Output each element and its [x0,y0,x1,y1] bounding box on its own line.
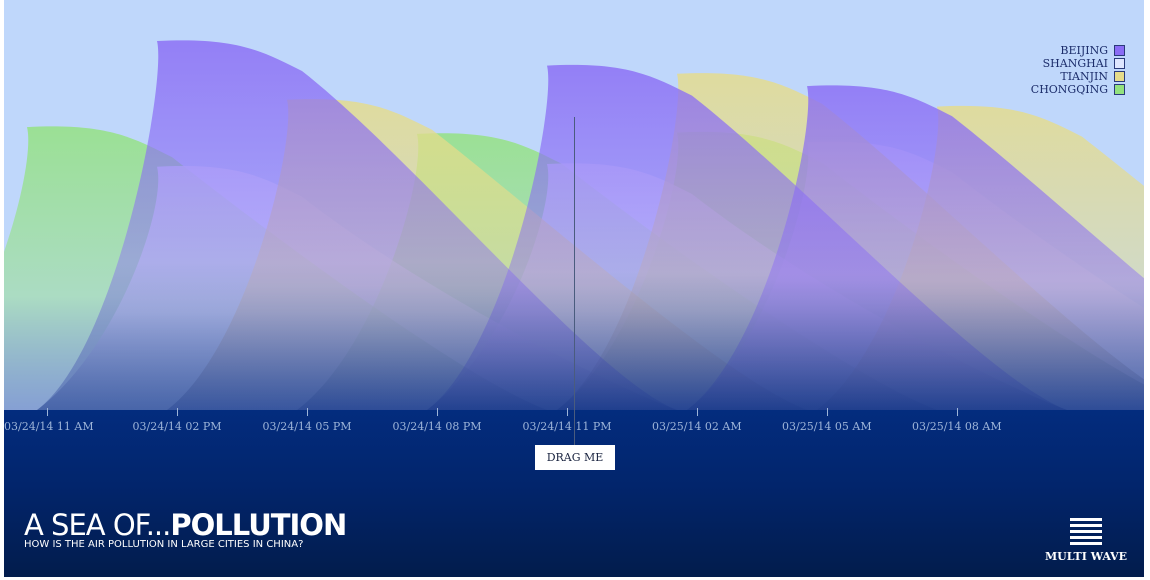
legend-label: TIANJIN [1060,70,1108,83]
multi-wave-button[interactable]: MULTI WAVE [1044,518,1128,563]
legend-label: CHONGQING [1030,83,1108,96]
legend-item-beijing[interactable]: BEIJING [1031,44,1125,57]
legend-item-tianjin[interactable]: TIANJIN [1031,70,1125,83]
axis-tick-label: 03/24/14 11 PM [522,420,612,433]
axis-tick-mark [697,408,698,416]
time-axis: 03/24/14 11 AM 03/24/14 02 PM 03/24/14 05 … [4,408,1144,438]
pollution-wave-chart [4,40,1144,410]
axis-tick-label: 03/24/14 05 PM [262,420,352,433]
axis-tick-label: 03/24/14 02 PM [132,420,222,433]
axis-tick-label: 03/25/14 05 AM [782,420,872,433]
multi-wave-label: MULTI WAVE [1044,550,1128,563]
axis-tick-label: 03/25/14 02 AM [652,420,742,433]
title-light: A SEA OF... [24,508,171,542]
page-subtitle: HOW IS THE AIR POLLUTION IN LARGE CITIES… [24,539,304,550]
axis-tick-label: 03/24/14 08 PM [392,420,482,433]
drag-me-label: DRAG ME [546,451,604,464]
legend-swatch [1114,58,1125,69]
wave-beijing-3 [687,85,1144,410]
time-cursor-line[interactable] [574,117,575,447]
legend-label: BEIJING [1060,44,1108,57]
axis-tick-mark [957,408,958,416]
axis-tick-mark [827,408,828,416]
axis-tick-mark [177,408,178,416]
legend-label: SHANGHAI [1042,57,1108,70]
visualization-stage: 03/24/14 11 AM 03/24/14 02 PM 03/24/14 05 … [4,0,1144,577]
legend-swatch [1114,71,1125,82]
city-legend: BEIJING SHANGHAI TIANJIN CHONGQING [1031,44,1125,96]
axis-tick-mark [437,408,438,416]
legend-item-chongqing[interactable]: CHONGQING [1031,83,1125,96]
axis-tick-mark [47,408,48,416]
drag-me-button[interactable]: DRAG ME [535,445,615,470]
title-bold: POLLUTION [170,508,347,542]
axis-tick-label: 03/24/14 11 AM [4,420,94,433]
multi-wave-icon [1070,518,1102,545]
legend-item-shanghai[interactable]: SHANGHAI [1031,57,1125,70]
axis-tick-mark [567,408,568,416]
axis-tick-label: 03/25/14 08 AM [912,420,1002,433]
axis-tick-mark [307,408,308,416]
page-title: A SEA OF...POLLUTION [24,508,347,542]
legend-swatch [1114,84,1125,95]
legend-swatch [1114,45,1125,56]
title-block: A SEA OF...POLLUTION HOW IS THE AIR POLL… [24,508,347,550]
